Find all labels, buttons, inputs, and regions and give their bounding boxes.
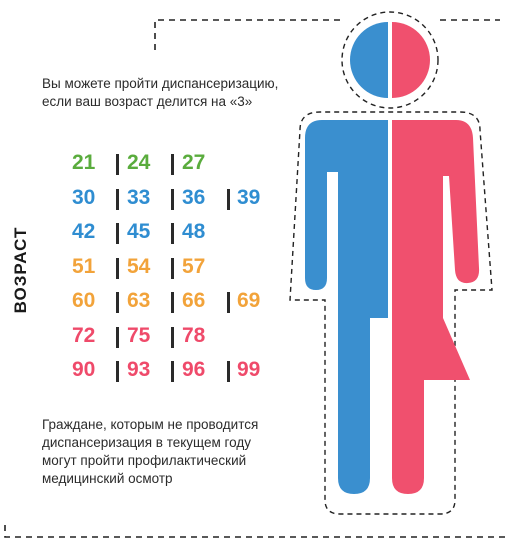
age-value: 93 <box>127 358 151 381</box>
age-value: 57 <box>182 254 206 278</box>
separator-bar <box>171 223 174 244</box>
age-value: 54 <box>127 254 151 278</box>
outro-line-4: медицинский осмотр <box>42 471 173 486</box>
age-value: 69 <box>237 289 261 312</box>
age-value: 48 <box>182 220 206 243</box>
head <box>350 22 430 98</box>
age-value: 51 <box>72 254 96 278</box>
age-value: 72 <box>72 323 96 347</box>
figure-outline <box>289 11 493 515</box>
separator-bar <box>116 188 119 210</box>
separator-bar <box>116 326 119 348</box>
separator-bar <box>116 154 119 175</box>
age-value: 30 <box>72 185 96 209</box>
age-label: ВОЗРАСТ <box>11 226 30 314</box>
intro-text: Вы можете пройти диспансеризацию, если в… <box>42 75 302 111</box>
age-value: 27 <box>182 151 206 174</box>
separator-bar <box>171 292 174 313</box>
outro-text: Граждане, которым не проводится диспансе… <box>42 416 312 488</box>
age-value: 63 <box>127 289 151 312</box>
age-value: 75 <box>127 323 151 347</box>
woman-half-icon <box>392 120 480 494</box>
dashed-frame <box>4 19 505 538</box>
separator-bar <box>227 188 230 210</box>
separator-bar <box>227 361 230 382</box>
separator-bar <box>116 257 119 279</box>
intro-line-2: если ваш возраст делится на «3» <box>42 94 253 109</box>
outro-line-1: Граждане, которым не проводится <box>42 417 259 432</box>
separator-bar <box>171 188 174 210</box>
separator-bar <box>116 361 119 382</box>
outro-line-2: диспансеризация в текущем году <box>42 435 252 450</box>
age-value: 21 <box>72 151 96 174</box>
age-value: 99 <box>237 358 261 381</box>
age-value: 39 <box>237 185 261 209</box>
age-value: 45 <box>127 220 151 243</box>
age-value: 60 <box>72 289 96 312</box>
age-value: 42 <box>72 220 96 243</box>
man-half-icon <box>305 120 388 494</box>
intro-line-1: Вы можете пройти диспансеризацию, <box>42 76 279 91</box>
separator-bar <box>171 257 174 279</box>
age-value: 24 <box>127 151 151 174</box>
separator-bar <box>171 326 174 348</box>
separator-bar <box>227 292 230 313</box>
age-value: 66 <box>182 289 206 312</box>
age-value: 33 <box>127 185 151 209</box>
age-value: 96 <box>182 358 206 381</box>
separator-bar <box>116 292 119 313</box>
outro-line-3: могут пройти профилактический <box>42 453 247 468</box>
separator-bar <box>171 361 174 382</box>
age-value: 78 <box>182 323 206 347</box>
age-value: 36 <box>182 185 206 209</box>
separator-bar <box>171 154 174 175</box>
separator-bar <box>116 223 119 244</box>
age-value: 90 <box>72 358 96 381</box>
